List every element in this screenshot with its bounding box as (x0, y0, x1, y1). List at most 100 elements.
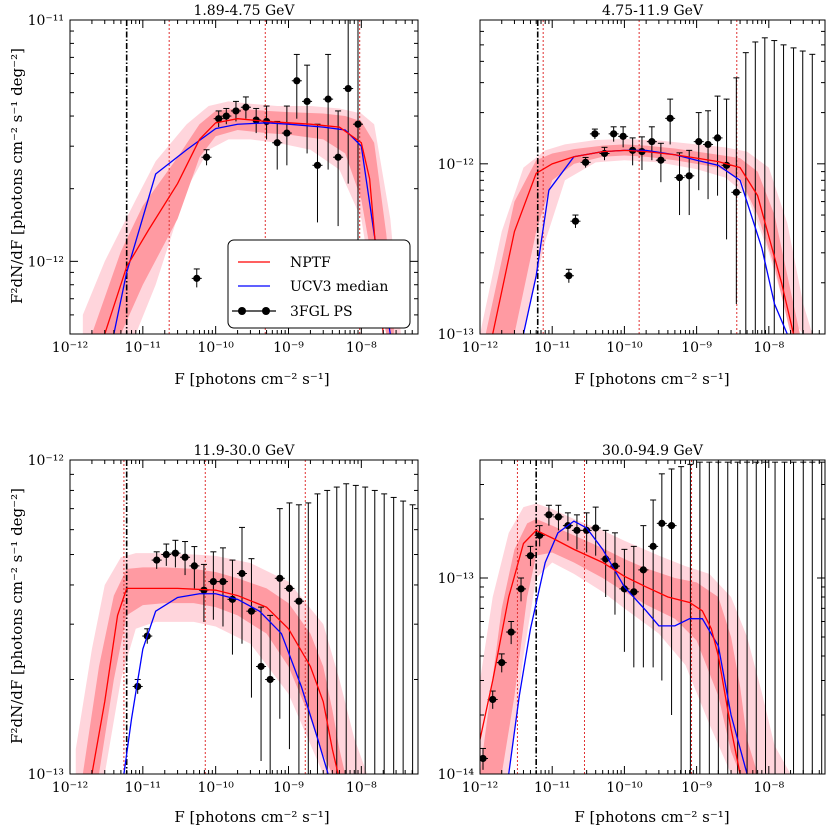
x-axis-label-panel-4: F [photons cm⁻² s⁻¹] (574, 808, 729, 826)
ps-point-17 (295, 597, 303, 605)
x-axis-label-panel-3: F [photons cm⁻² s⁻¹] (174, 808, 329, 826)
nptf-line (480, 529, 741, 774)
x-tick-label: 10⁻¹¹ (534, 340, 570, 356)
legend: NPTF UCV3 median 3FGL PS (227, 239, 411, 329)
x-tick-label: 10⁻¹⁰ (606, 340, 643, 356)
ps-point-10 (293, 77, 301, 85)
ps-point-13 (685, 172, 693, 180)
ps-point-14 (695, 138, 703, 146)
ps-point-12 (675, 173, 684, 182)
ps-point-14 (266, 675, 274, 684)
panel-title: 11.9-30.0 GeV (193, 443, 295, 459)
panel-title: 1.89-4.75 GeV (193, 3, 295, 19)
x-tick-label: 10⁻⁹ (681, 780, 712, 796)
x-tick-label: 10⁻¹² (52, 780, 88, 796)
ps-point-10 (573, 526, 581, 534)
plot-area (82, 20, 401, 334)
x-tick-label: 10⁻¹¹ (534, 780, 570, 796)
ps-point-2 (498, 659, 506, 667)
ps-point-9 (648, 138, 656, 146)
ps-point-15 (276, 574, 284, 582)
ps-point-11 (303, 97, 311, 105)
nptf-95-band (480, 503, 791, 774)
ps-point-12 (247, 607, 256, 615)
ps-point-15 (620, 585, 629, 593)
ps-point-14 (334, 153, 342, 161)
ps-point-5 (181, 553, 189, 561)
y-axis-label-panel-3: F²dN/dF [photons cm⁻² s⁻¹ deg⁻²] (8, 488, 26, 744)
ps-point-5 (610, 130, 618, 138)
ucv3-median-line (123, 593, 329, 774)
ps-point-13 (257, 662, 265, 671)
legend-box (227, 239, 411, 329)
legend-ps-marker-1 (238, 307, 246, 315)
panel-title: 4.75-11.9 GeV (602, 3, 704, 19)
y-tick-label: 10⁻¹³ (438, 571, 474, 587)
y-tick-label: 10⁻¹¹ (28, 13, 64, 29)
ps-point-16 (354, 120, 362, 128)
panel-30-0-94-9-gev: 10⁻¹² 10⁻¹¹ 10⁻¹⁰ 10⁻⁹ 10⁻⁸ 10⁻¹⁴ 10⁻¹³ 30.0-94… (438, 443, 826, 796)
x-tick-label: 10⁻⁹ (273, 780, 304, 796)
ps-point-8 (554, 513, 563, 521)
ps-point-4 (171, 549, 179, 557)
ps-point-5 (526, 552, 535, 560)
legend-nptf-label: NPTF (290, 255, 331, 271)
ps-point-0 (565, 272, 573, 280)
ps-point-0 (480, 754, 487, 763)
ps-point-9 (219, 577, 227, 586)
nptf-95-band (75, 553, 368, 774)
axes-frame (69, 459, 419, 775)
ps-point-6 (619, 132, 627, 140)
ps-point-11 (583, 526, 591, 534)
ps-point-15 (344, 84, 352, 93)
ps-point-6 (190, 562, 198, 570)
ps-point-4 (517, 585, 525, 593)
x-tick-label: 10⁻¹⁰ (606, 780, 643, 796)
x-tick-label: 10⁻¹² (52, 340, 88, 356)
axes-frame (479, 459, 826, 775)
ps-point-11 (666, 114, 674, 122)
ps-point-19 (658, 519, 666, 527)
ps-point-12 (313, 161, 322, 169)
x-tick-label: 10⁻¹² (462, 780, 498, 796)
ps-point-18 (732, 188, 740, 196)
nptf-line (104, 118, 384, 334)
plot-area (480, 460, 825, 774)
y-tick-label: 10⁻¹² (438, 157, 474, 173)
plot-area (480, 20, 816, 334)
ps-point-8 (273, 139, 281, 147)
y-tick-label: 10⁻¹⁴ (438, 767, 475, 783)
x-tick-label: 10⁻⁸ (753, 780, 784, 796)
panel-title: 30.0-94.9 GeV (602, 443, 704, 459)
panel-4-75-11-9-gev: 10⁻¹² 10⁻¹¹ 10⁻¹⁰ 10⁻⁹ 10⁻⁸10⁻¹³10⁻¹²4.75-11… (438, 3, 826, 356)
legend-ps-label: 3FGL PS (290, 304, 353, 320)
x-tick-label: 10⁻⁸ (753, 340, 784, 356)
y-tick-label: 10⁻¹² (28, 453, 64, 469)
ps-point-15 (704, 140, 712, 149)
ps-point-5 (242, 103, 250, 111)
legend-ps-marker-2 (262, 307, 270, 315)
ps-point-3 (222, 112, 230, 120)
nptf-95-band (82, 101, 401, 334)
legend-ucv3-label: UCV3 median (290, 279, 388, 295)
x-tick-label: 10⁻¹⁰ (197, 340, 234, 356)
x-axis-label-panel-2: F [photons cm⁻² s⁻¹] (574, 370, 729, 388)
ps-point-8 (209, 577, 217, 586)
x-tick-label: 10⁻¹¹ (125, 780, 161, 796)
ps-point-1 (489, 695, 497, 704)
panel-1-89-4-75-gev: 10⁻¹² 10⁻¹¹ 10⁻¹⁰ 10⁻⁹ 10⁻⁸ 10⁻¹² 10⁻¹¹ 1.89-4.… (28, 3, 419, 356)
panel-11-9-30-0-gev: 10⁻¹² 10⁻¹¹ 10⁻¹⁰ 10⁻⁹ 10⁻⁸10⁻¹³10⁻¹²11.9-30… (28, 443, 419, 796)
x-tick-label: 10⁻⁸ (346, 340, 377, 356)
ps-point-1 (202, 153, 211, 161)
ps-point-3 (507, 628, 515, 636)
x-tick-label: 10⁻¹¹ (125, 340, 161, 356)
ps-point-11 (238, 569, 246, 578)
ps-point-18 (649, 542, 657, 550)
y-axis-label-panel-1: F²dN/dF [photons cm⁻² s⁻¹ deg⁻²] (8, 48, 26, 304)
ps-point-9 (283, 129, 291, 137)
x-tick-label: 10⁻¹⁰ (197, 780, 234, 796)
nptf-68-band (485, 144, 800, 334)
plot-area (75, 460, 416, 774)
x-tick-label: 10⁻⁹ (681, 340, 712, 356)
